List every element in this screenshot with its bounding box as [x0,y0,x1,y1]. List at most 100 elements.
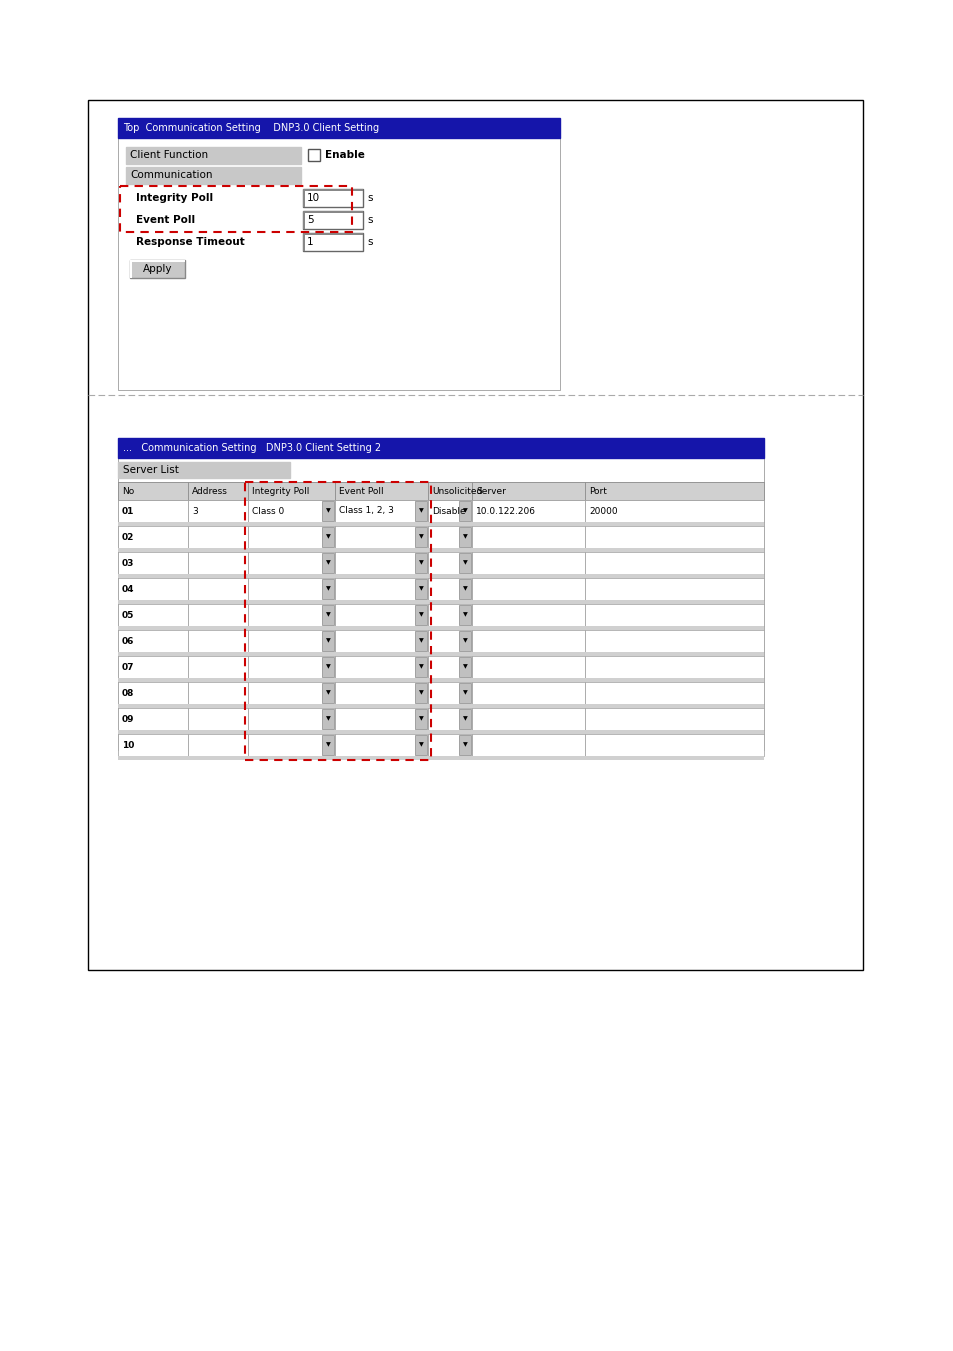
Bar [584,657,763,678]
Bar [248,678,335,682]
Bar [130,259,132,278]
Bar [335,521,428,526]
Text: Port: Port [588,486,606,496]
Bar [188,600,248,604]
Bar [188,549,248,553]
Bar [118,118,559,138]
Text: 01: 01 [122,507,134,516]
Bar [335,682,428,704]
Bar [248,708,335,730]
Bar [188,682,248,704]
Bar [472,574,584,578]
Text: ▼: ▼ [418,665,423,670]
Bar [303,211,363,230]
Bar [428,526,472,549]
Text: 03: 03 [122,558,134,567]
Bar [322,657,334,677]
Bar [584,653,763,657]
Bar [428,626,472,630]
Bar [428,757,472,761]
Text: ▼: ▼ [462,690,467,696]
Text: ▼: ▼ [462,612,467,617]
Bar [188,578,248,600]
Bar [584,708,763,730]
Bar [428,704,472,708]
Bar [248,626,335,630]
Text: ▼: ▼ [418,612,423,617]
Bar [472,730,584,734]
Bar [458,709,471,730]
Bar [458,735,471,755]
Bar [248,734,335,757]
Bar [303,232,363,235]
Bar [472,600,584,604]
Bar [118,438,763,458]
Text: Class 0: Class 0 [252,507,284,516]
Text: ▼: ▼ [325,586,330,592]
Text: ▼: ▼ [325,535,330,539]
Bar [303,189,305,207]
Text: 08: 08 [122,689,134,697]
Text: Server List: Server List [123,465,179,476]
Bar [428,682,472,704]
Text: ▼: ▼ [462,508,467,513]
Bar [458,501,471,521]
Bar [118,600,188,604]
Bar [584,704,763,708]
Text: ▼: ▼ [325,690,330,696]
Text: Disable: Disable [432,507,465,516]
Bar [584,600,763,604]
Bar [248,549,335,553]
Bar [118,521,188,526]
Bar [118,604,188,626]
Bar [584,521,763,526]
Bar [415,553,427,573]
Bar [118,458,763,750]
Text: 10: 10 [307,193,320,203]
Bar [118,653,188,657]
Text: 09: 09 [122,715,134,724]
Bar [584,604,763,626]
Bar [335,630,428,653]
Text: 10.0.122.206: 10.0.122.206 [476,507,536,516]
Bar [248,682,335,704]
Bar [303,189,363,190]
Bar [126,168,301,184]
Text: ▼: ▼ [462,586,467,592]
Bar [584,549,763,553]
Text: Class 1, 2, 3: Class 1, 2, 3 [338,507,394,516]
Bar [120,186,352,232]
Bar [248,630,335,653]
Text: ▼: ▼ [462,639,467,643]
Bar [188,653,248,657]
Bar [335,657,428,678]
Text: ▼: ▼ [462,535,467,539]
Bar [584,630,763,653]
Bar [118,500,188,521]
Text: s: s [367,215,372,226]
Bar [472,630,584,653]
Bar [335,704,428,708]
Bar [248,757,335,761]
Text: ...   Communication Setting   DNP3.0 Client Setting 2: ... Communication Setting DNP3.0 Client … [123,443,381,453]
Text: ▼: ▼ [418,743,423,747]
Bar [472,678,584,682]
Text: ▼: ▼ [462,716,467,721]
Bar [118,138,559,390]
Bar [335,734,428,757]
Text: Response Timeout: Response Timeout [136,236,245,247]
Text: ▼: ▼ [325,639,330,643]
Bar [188,604,248,626]
Bar [415,605,427,626]
Bar [188,574,248,578]
Bar [472,521,584,526]
Bar [472,757,584,761]
Bar [335,500,428,521]
Bar [118,704,188,708]
Text: ▼: ▼ [418,716,423,721]
Bar [584,500,763,521]
Bar [428,574,472,578]
Bar [584,482,763,500]
Text: ▼: ▼ [462,665,467,670]
Bar [118,708,188,730]
